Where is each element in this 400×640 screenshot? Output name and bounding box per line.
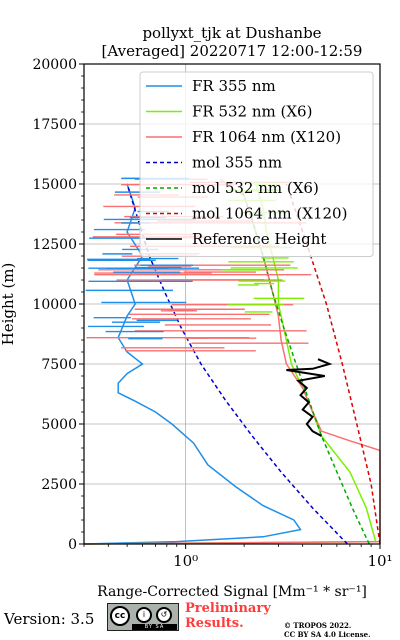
prelim-line2: Results.: [185, 616, 244, 631]
chart-subtitle: [Averaged] 20220717 12:00-12:59: [102, 42, 363, 60]
copyright-line1: © TROPOS 2022.: [284, 621, 352, 630]
y-tick-label-7: 17500: [32, 117, 77, 133]
legend-label-3: mol 355 nm: [192, 154, 282, 172]
x-axis-label: Range-Corrected Signal [Mm⁻¹ * sr⁻¹]: [97, 584, 367, 600]
y-tick-label-0: 0: [68, 537, 77, 553]
legend: FR 355 nm FR 532 nm (X6) FR 1064 nm (X120)…: [139, 71, 374, 257]
prelim-line1: Preliminary: [185, 601, 271, 616]
chart-title: pollyxt_tjk at Dushanbe: [142, 24, 321, 42]
series-line-6: [286, 358, 333, 437]
legend-label-0: FR 355 nm: [192, 77, 276, 95]
chart: pollyxt_tjk at Dushanbe [Averaged] 20220…: [0, 24, 393, 600]
y-tick-label-3: 7500: [41, 357, 77, 373]
y-tick-label-5: 12500: [32, 237, 77, 253]
cc-icon: cc: [110, 606, 130, 626]
cc-license-badge: cc i ↺ BY SA: [107, 603, 179, 631]
copyright: © TROPOS 2022. CC BY SA 4.0 License.: [284, 621, 371, 639]
version-label: Version: 3.5: [4, 610, 95, 628]
legend-label-5: mol 1064 nm (X120): [192, 205, 347, 223]
by-icon: i: [136, 607, 152, 623]
y-tick-label-8: 20000: [32, 57, 77, 73]
legend-label-1: FR 532 nm (X6): [192, 103, 312, 121]
y-axis-label: Height (m): [0, 263, 17, 346]
y-tick-label-4: 10000: [32, 297, 77, 313]
y-tick-label-2: 5000: [41, 417, 77, 433]
series-line-4: [239, 183, 370, 545]
badge-strip: BY SA: [132, 624, 177, 630]
legend-label-4: mol 532 nm (X6): [192, 179, 319, 197]
footer: Version: 3.5 cc i ↺ BY SA Preliminary Re…: [0, 600, 400, 640]
legend-label-2: FR 1064 nm (X120): [192, 128, 341, 146]
sa-icon: ↺: [156, 607, 172, 623]
preliminary-results: Preliminary Results.: [185, 601, 271, 631]
copyright-line2: CC BY SA 4.0 License.: [284, 630, 371, 639]
y-tick-label-6: 15000: [32, 177, 77, 193]
x-tick-label-0: 10⁰: [173, 552, 198, 570]
x-tick-label-1: 10¹: [367, 552, 392, 570]
legend-label-6: Reference Height: [192, 230, 326, 248]
legend-box: [139, 71, 374, 257]
x-axis: 10⁰ 10¹: [83, 544, 393, 570]
y-axis: 0 2500 5000 7500 10000 12500 15000 17500 20000: [32, 57, 84, 553]
y-tick-label-1: 2500: [41, 477, 77, 493]
